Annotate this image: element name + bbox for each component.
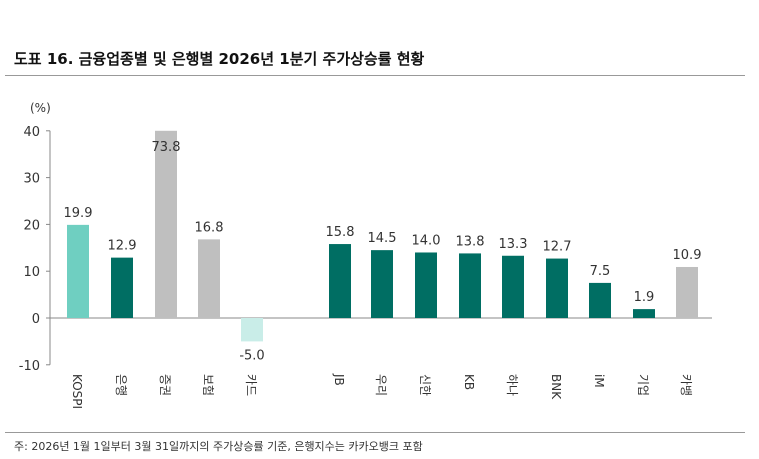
bar-우리	[371, 250, 393, 318]
data-label: -5.0	[239, 348, 264, 363]
bar-KB	[459, 253, 481, 318]
data-label: 13.3	[499, 237, 528, 252]
footnote: 주: 2026년 1월 1일부터 3월 31일까지의 주가상승률 기준, 은행지…	[14, 440, 423, 453]
bar-기업	[633, 309, 655, 318]
category-label: 카뱅	[679, 374, 693, 396]
data-label: 73.8	[152, 140, 181, 155]
category-label: 신한	[418, 374, 432, 396]
category-label: 은행	[114, 374, 129, 396]
bar-JB	[329, 244, 351, 318]
category-label: KOSPI	[70, 374, 84, 409]
data-label: 16.8	[195, 220, 224, 235]
category-label: 하나	[505, 374, 519, 396]
bar-카드	[241, 318, 263, 342]
y-tick-label: 0	[32, 312, 40, 327]
bar-은행	[111, 257, 133, 318]
category-label: 증권	[158, 374, 172, 396]
y-tick-label: 30	[23, 172, 40, 187]
figure-title: 도표 16. 금융업종별 및 은행별 2026년 1분기 주가상승률 현황	[14, 50, 425, 68]
y-tick-label: -10	[19, 359, 40, 374]
bar-보험	[198, 239, 220, 318]
data-label: 10.9	[673, 248, 702, 263]
y-axis-label: (%)	[30, 101, 51, 115]
category-label: BNK	[549, 374, 563, 400]
bar-증권	[155, 130, 177, 318]
y-tick-label: 40	[23, 125, 40, 140]
category-label: 기업	[636, 374, 650, 396]
data-label: 12.9	[108, 239, 137, 254]
category-label: 우리	[374, 374, 388, 396]
bar-하나	[502, 255, 524, 318]
bar-iM	[589, 282, 611, 318]
data-label: 1.9	[634, 290, 655, 305]
data-label: 15.8	[326, 225, 355, 240]
data-label: 14.0	[412, 233, 441, 248]
bar-chart: (%) -10 0 10 20 30 40 19.9 KOSPI 12.9 은행 73.8 증권 16.8…	[19, 101, 712, 409]
data-label: 7.5	[590, 264, 611, 279]
title-divider	[5, 75, 745, 76]
y-tick-label: 20	[23, 218, 40, 233]
data-label: 14.5	[368, 231, 397, 246]
data-label: 12.7	[543, 240, 572, 255]
bar-카뱅	[676, 266, 698, 318]
bar-BNK	[546, 258, 568, 318]
bar-KOSPI	[67, 224, 89, 318]
y-tick-label: 10	[23, 265, 40, 280]
category-label: 카드	[244, 374, 258, 396]
footnote-divider	[5, 432, 745, 433]
data-label: 13.8	[456, 234, 485, 249]
category-label: 보험	[201, 374, 215, 396]
category-label: KB	[462, 374, 476, 390]
bar-신한	[415, 252, 437, 318]
category-label: iM	[592, 374, 606, 388]
category-label: JB	[332, 373, 346, 386]
data-label: 19.9	[64, 206, 93, 221]
